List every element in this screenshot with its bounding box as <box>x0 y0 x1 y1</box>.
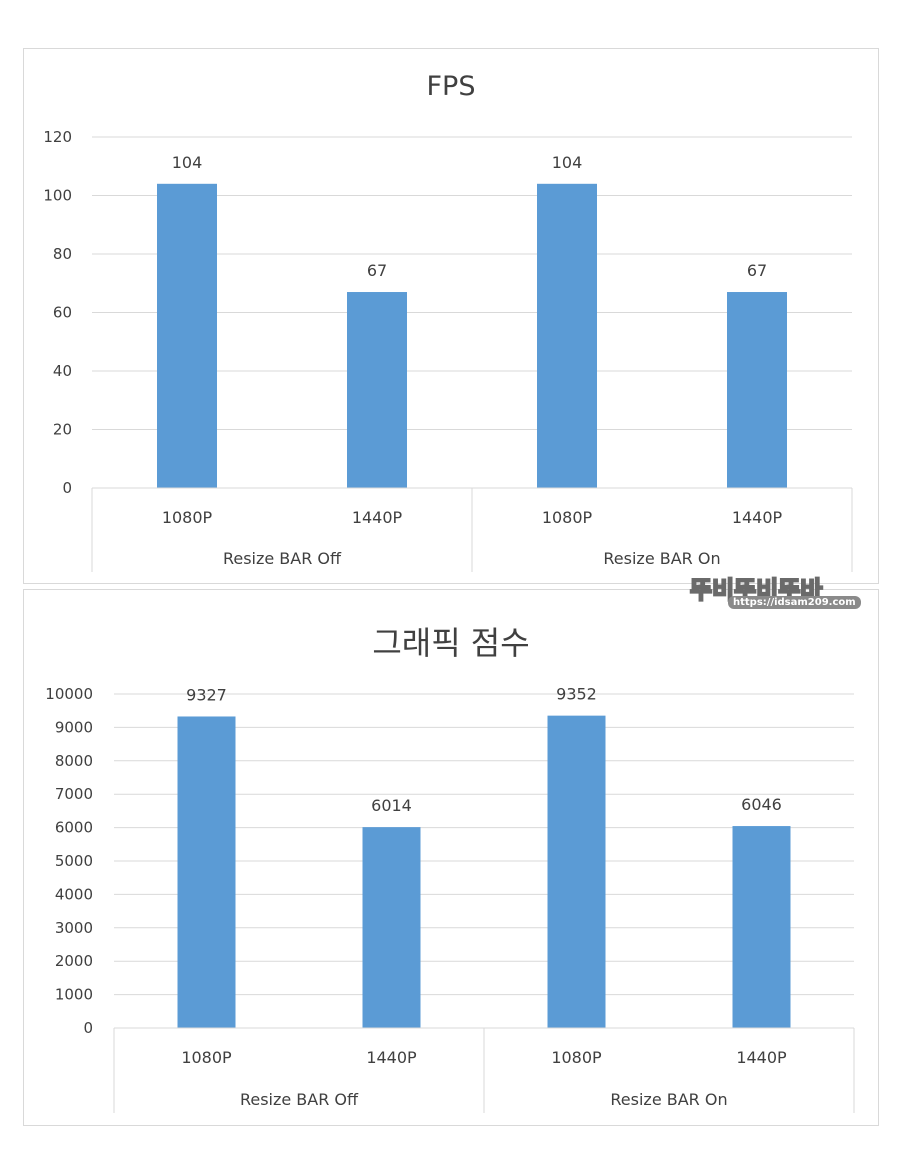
y-tick-label: 20 <box>53 421 72 439</box>
y-tick-label: 40 <box>53 362 72 380</box>
data-label: 67 <box>367 261 387 280</box>
bar <box>732 826 791 1028</box>
x-group-label: Resize BAR Off <box>240 1090 359 1109</box>
data-label: 104 <box>172 153 203 172</box>
data-label: 67 <box>747 261 767 280</box>
y-tick-label: 8000 <box>55 752 93 770</box>
bar <box>537 183 597 489</box>
y-tick-label: 5000 <box>55 852 93 870</box>
x-category-label: 1440P <box>352 508 403 527</box>
x-category-label: 1440P <box>736 1048 787 1067</box>
bar <box>727 292 787 488</box>
y-tick-label: 1000 <box>55 986 93 1004</box>
graphics-score-chart-plot: 0 1000 2000 3000 4000 5000 6000 7000 8000 9000 100… <box>45 685 855 1113</box>
y-tick-label: 2000 <box>55 952 93 970</box>
x-category-label: 1080P <box>181 1048 232 1067</box>
y-tick-label: 0 <box>83 1019 93 1037</box>
x-group-label: Resize BAR On <box>610 1090 727 1109</box>
x-category-label: 1440P <box>732 508 783 527</box>
x-group-label: Resize BAR Off <box>223 549 342 568</box>
x-category-label: 1080P <box>551 1048 602 1067</box>
data-label: 104 <box>552 153 583 172</box>
chart-title: 그래픽 점수 <box>372 624 530 662</box>
y-tick-label: 100 <box>43 187 72 205</box>
bar <box>362 827 421 1028</box>
y-tick-label: 80 <box>53 245 72 263</box>
x-group-label: Resize BAR On <box>603 549 720 568</box>
watermark: 뚜비뚜비뚜바 https://idsam209.com <box>689 570 868 614</box>
y-tick-label: 4000 <box>55 885 93 903</box>
y-tick-label: 60 <box>53 304 72 322</box>
chart-title: FPS <box>426 71 476 102</box>
data-label: 9327 <box>186 685 227 704</box>
watermark-url: https://idsam209.com <box>728 596 861 609</box>
x-category-label: 1080P <box>542 508 593 527</box>
bar <box>177 716 236 1028</box>
y-tick-label: 9000 <box>55 718 93 736</box>
data-label: 6014 <box>371 796 412 815</box>
y-tick-label: 120 <box>43 128 72 146</box>
graphics-score-chart-panel: 그래픽 점수 0 1000 2000 3000 4000 5000 6000 7000 8000… <box>23 589 879 1126</box>
y-tick-label: 0 <box>62 479 72 497</box>
y-tick-label: 6000 <box>55 819 93 837</box>
bar <box>157 183 217 489</box>
fps-chart-panel: FPS 0 20 40 60 80 100 120 104 1080P 67 1440P Resize… <box>23 48 879 584</box>
fps-chart-plot: 0 20 40 60 80 100 120 104 1080P 67 1440P Resize BAR… <box>43 128 853 572</box>
data-label: 9352 <box>556 685 597 704</box>
y-tick-label: 3000 <box>55 919 93 937</box>
y-tick-label: 7000 <box>55 785 93 803</box>
data-label: 6046 <box>741 795 782 814</box>
bar <box>547 715 606 1028</box>
x-category-label: 1080P <box>162 508 213 527</box>
bar <box>347 292 407 488</box>
x-category-label: 1440P <box>366 1048 417 1067</box>
y-tick-label: 10000 <box>45 685 93 703</box>
